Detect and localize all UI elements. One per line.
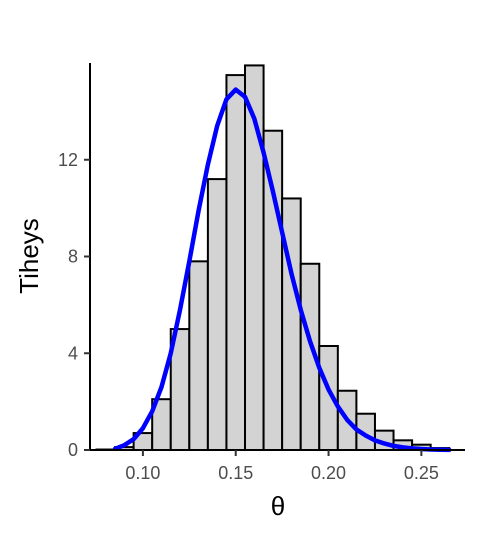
histogram-bar bbox=[225, 74, 247, 451]
x-axis-title: θ bbox=[271, 491, 285, 521]
axis-ticks: 0.10 0.15 0.20 0.25 0 4 8 12 bbox=[58, 150, 439, 483]
y-tick-label: 12 bbox=[58, 150, 78, 170]
histogram-bars bbox=[95, 64, 451, 452]
x-tick-label: 0.10 bbox=[125, 463, 160, 483]
density-curve bbox=[112, 87, 452, 453]
y-tick-label: 4 bbox=[68, 343, 78, 363]
x-tick-label: 0.20 bbox=[311, 463, 346, 483]
y-tick-label: 8 bbox=[68, 247, 78, 267]
y-tick-label: 0 bbox=[68, 440, 78, 460]
histogram-bar bbox=[188, 260, 209, 451]
histogram-bar bbox=[206, 178, 228, 451]
histogram-bar bbox=[262, 129, 284, 451]
density-curve-layer bbox=[112, 87, 452, 453]
x-tick-label: 0.15 bbox=[218, 463, 253, 483]
y-axis-title: Tiheys bbox=[14, 218, 44, 294]
x-tick-label: 0.25 bbox=[404, 463, 439, 483]
